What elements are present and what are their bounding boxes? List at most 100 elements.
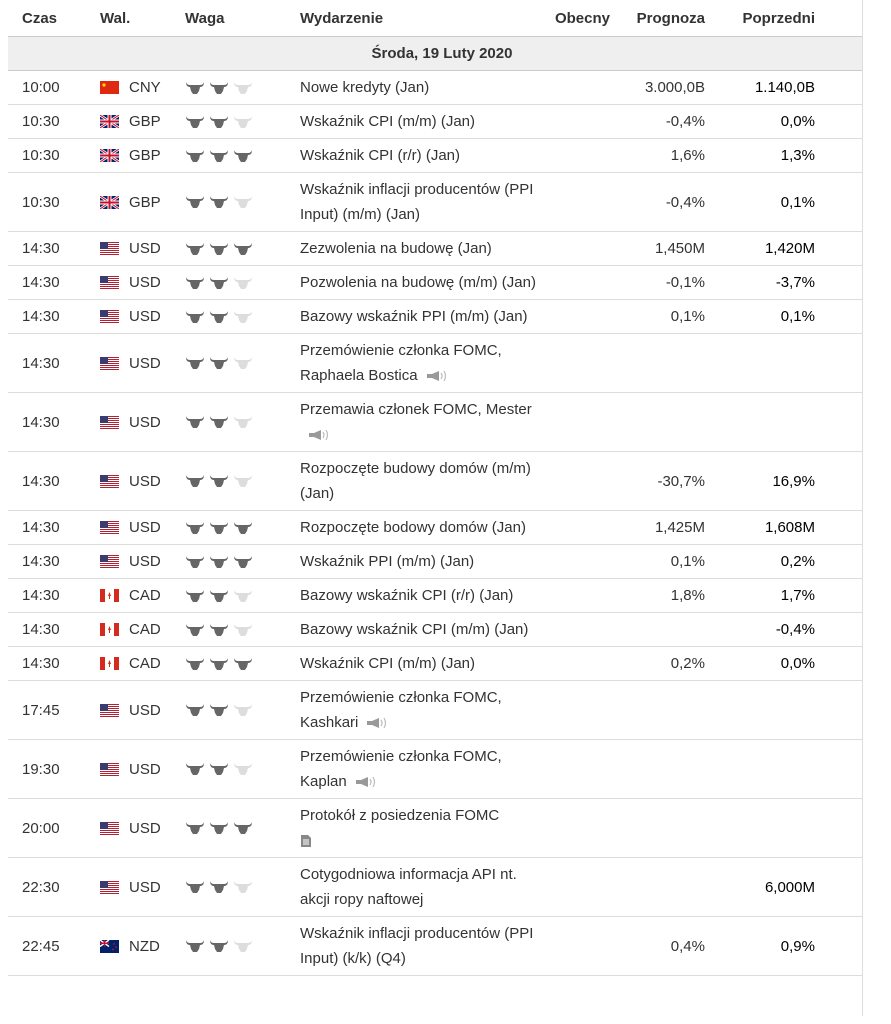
actual-empty [545,392,610,452]
importance-cell [185,578,300,613]
forecast-empty [610,739,705,799]
importance [185,81,300,95]
event-cell: Rozpoczęte budowy domów (m/m) (Jan) [300,451,545,511]
importance-cell [185,333,300,393]
event-cell: Wskaźnik inflacji producentów (PPI Input… [300,172,545,232]
previous: 1,420M [705,231,815,266]
event-cell: Pozwolenia na budowę (m/m) (Jan) [300,265,545,300]
time: 10:00 [8,70,100,105]
previous-empty [705,680,815,740]
event: Rozpoczęte bodowy domów (Jan) [300,519,526,536]
time: 19:30 [8,739,100,799]
importance [185,555,300,569]
actual-empty [545,680,610,740]
spacer [815,70,862,105]
currency: USD [129,354,161,372]
currency: USD [129,308,161,325]
currency-cell: USD [100,392,185,452]
time: 14:30 [8,510,100,545]
forecast: 1,450M [610,231,705,266]
forecast-empty [610,857,705,917]
importance-cell [185,172,300,232]
actual-empty [545,646,610,681]
importance [185,623,300,637]
spacer [815,299,862,334]
importance [185,521,300,535]
flag [100,474,119,488]
importance [185,821,300,835]
importance-cell [185,231,300,266]
header-event: Wydarzenie [300,0,545,37]
forecast: 1,6% [610,138,705,173]
flag [100,310,119,323]
forecast: 1,425M [610,510,705,545]
flag [100,762,119,776]
forecast-empty [610,798,705,858]
event-row: 14:30 CAD Bazowy wskaźnik CPI (r/r) (Jan) 1… [8,578,862,613]
spacer [815,916,862,976]
importance [185,242,300,256]
currency-cell: USD [100,265,185,300]
previous: 0,0% [705,104,815,139]
previous: 1,7% [705,578,815,613]
event: Wskaźnik CPI (r/r) (Jan) [300,147,461,164]
currency-cell: USD [100,510,185,545]
importance-cell [185,104,300,139]
event: Wskaźnik CPI (m/m) (Jan) [300,655,476,672]
forecast: -0,4% [610,104,705,139]
currency: USD [129,519,161,536]
event: Przemówienie członka FOMC, Kashkari [300,689,502,731]
currency: USD [129,472,161,490]
importance-cell [185,646,300,681]
importance [185,415,300,429]
actual-empty [545,299,610,334]
event-row: 17:45 USD Przemówienie członka FOMC, Kashk… [8,680,862,740]
importance-cell [185,612,300,647]
spacer [815,510,862,545]
event-cell: Przemówienie członka FOMC, Kaplan [300,739,545,799]
currency: GBP [129,113,161,130]
forecast-empty [610,680,705,740]
event: Przemówienie członka FOMC, Raphaela Bost… [300,342,502,384]
currency: USD [129,553,161,570]
currency-cell: CAD [100,578,185,613]
event: Wskaźnik PPI (m/m) (Jan) [300,553,475,570]
previous: 1.140,0B [705,70,815,105]
event-row: 10:00 CNY Nowe kredyty (Jan) 3.000,0B 1.140,… [8,70,862,105]
currency: USD [129,701,161,719]
actual-empty [545,70,610,105]
event: Wskaźnik CPI (m/m) (Jan) [300,113,476,130]
event-cell: Wskaźnik CPI (m/m) (Jan) [300,104,545,139]
actual-empty [545,451,610,511]
actual-empty [545,578,610,613]
currency-cell: CNY [100,70,185,105]
header-previous: Poprzedni [705,0,815,37]
event: Wskaźnik inflacji producentów (PPI Input… [300,181,534,223]
event-cell: Przemówienie członka FOMC, Raphaela Bost… [300,333,545,393]
time: 14:30 [8,578,100,613]
event-row: 14:30 CAD Wskaźnik CPI (m/m) (Jan) 0,2% 0,0% [8,646,862,681]
event-cell: Zezwolenia na budowę (Jan) [300,231,545,266]
spacer [815,798,862,858]
forecast: 0,1% [610,299,705,334]
importance [185,149,300,163]
spacer [815,172,862,232]
actual-empty [545,612,610,647]
importance-cell [185,510,300,545]
actual-empty [545,172,610,232]
currency: USD [129,413,161,431]
event-row: 14:30 CAD Bazowy wskaźnik CPI (m/m) (Jan) -… [8,612,862,647]
header-actual: Obecny [545,0,610,37]
previous-empty [705,798,815,858]
spacer [815,646,862,681]
event-cell: Protokół z posiedzenia FOMC [300,798,545,858]
header-importance: Waga [185,0,300,37]
previous: -0,4% [705,612,815,647]
event: Przemawia członek FOMC, Mester [300,401,532,418]
event: Wskaźnik inflacji producentów (PPI Input… [300,925,534,967]
spacer [815,739,862,799]
previous: 1,608M [705,510,815,545]
currency-cell: USD [100,299,185,334]
header-currency: Wal. [100,0,185,37]
event-cell: Wskaźnik CPI (r/r) (Jan) [300,138,545,173]
